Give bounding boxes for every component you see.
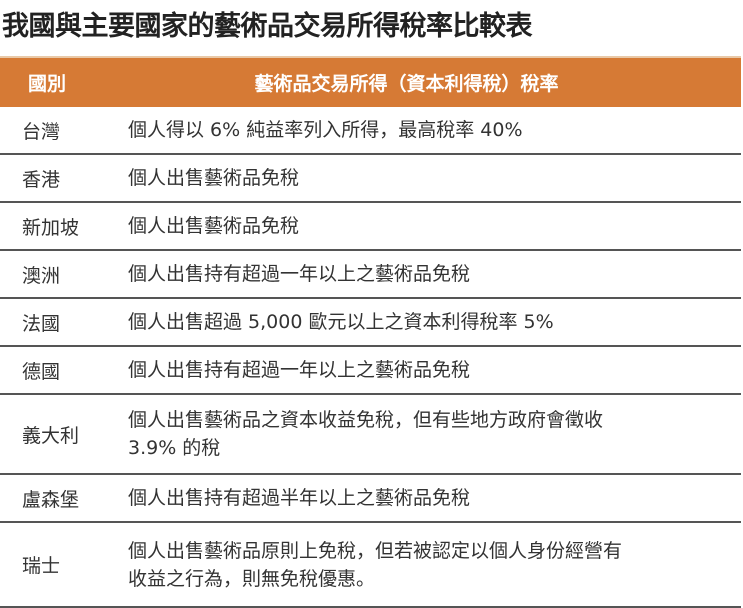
table-row: 澳洲 個人出售持有超過一年以上之藝術品免稅: [0, 251, 741, 299]
rate-line: 3.9% 的稅: [128, 437, 221, 459]
rate-cell: 個人出售藝術品免稅: [128, 212, 741, 240]
rate-cell: 個人出售超過 5,000 歐元以上之資本利得稅率 5%: [128, 308, 741, 336]
rate-line: 個人得以 6% 純益率列入所得，最高稅率 40%: [128, 119, 523, 141]
page-title: 我國與主要國家的藝術品交易所得稅率比較表: [2, 11, 533, 42]
rate-cell: 個人出售持有超過一年以上之藝術品免稅: [128, 260, 741, 288]
header-country: 國別: [28, 73, 67, 95]
country-cell: 盧森堡: [22, 488, 80, 511]
table-row: 新加坡 個人出售藝術品免稅: [0, 203, 741, 251]
rate-cell: 個人出售藝術品原則上免稅，但若被認定以個人身份經營有 收益之行為，則無免稅優惠。: [128, 537, 741, 593]
table-row: 台灣 個人得以 6% 純益率列入所得，最高稅率 40%: [0, 107, 741, 155]
rate-cell: 個人出售藝術品免稅: [128, 164, 741, 192]
rate-line: 個人出售藝術品免稅: [128, 167, 300, 189]
header-rate: 藝術品交易所得（資本利得稅）稅率: [254, 73, 559, 95]
country-cell: 新加坡: [22, 216, 80, 239]
country-cell: 德國: [22, 360, 61, 383]
table-row: 德國 個人出售持有超過一年以上之藝術品免稅: [0, 347, 741, 395]
rate-cell: 個人出售藝術品之資本收益免稅，但有些地方政府會徵收 3.9% 的稅: [128, 406, 741, 462]
country-cell: 澳洲: [22, 264, 61, 287]
table-row: 瑞士 個人出售藝術品原則上免稅，但若被認定以個人身份經營有 收益之行為，則無免稅優惠…: [0, 523, 741, 608]
rate-cell: 個人出售持有超過半年以上之藝術品免稅: [128, 484, 741, 512]
rate-line: 個人出售超過 5,000 歐元以上之資本利得稅率 5%: [128, 311, 554, 333]
rate-line: 收益之行為，則無免稅優惠。: [128, 567, 376, 590]
country-cell: 法國: [22, 312, 61, 335]
rate-line: 個人出售藝術品原則上免稅，但若被認定以個人身份經營有: [128, 539, 623, 562]
table-row: 盧森堡 個人出售持有超過半年以上之藝術品免稅: [0, 475, 741, 523]
rate-line: 個人出售藝術品免稅: [128, 215, 300, 237]
table-row: 義大利 個人出售藝術品之資本收益免稅，但有些地方政府會徵收 3.9% 的稅: [0, 395, 741, 475]
country-cell: 瑞士: [22, 555, 61, 577]
rate-line: 個人出售藝術品之資本收益免稅，但有些地方政府會徵收: [128, 409, 604, 431]
rate-cell: 個人得以 6% 純益率列入所得，最高稅率 40%: [128, 116, 741, 144]
country-cell: 義大利: [22, 424, 80, 447]
rate-line: 個人出售持有超過半年以上之藝術品免稅: [128, 487, 471, 509]
tax-comparison-table: 國別 藝術品交易所得（資本利得稅）稅率 台灣 個人得以 6% 純益率列入所得，最高…: [0, 56, 741, 608]
table-header: 國別 藝術品交易所得（資本利得稅）稅率: [0, 56, 741, 107]
table-row: 法國 個人出售超過 5,000 歐元以上之資本利得稅率 5%: [0, 299, 741, 347]
rate-line: 個人出售持有超過一年以上之藝術品免稅: [128, 359, 471, 381]
rate-cell: 個人出售持有超過一年以上之藝術品免稅: [128, 356, 741, 384]
country-cell: 台灣: [22, 120, 61, 143]
rate-line: 個人出售持有超過一年以上之藝術品免稅: [128, 263, 471, 285]
table-row: 香港 個人出售藝術品免稅: [0, 155, 741, 203]
country-cell: 香港: [22, 168, 61, 191]
